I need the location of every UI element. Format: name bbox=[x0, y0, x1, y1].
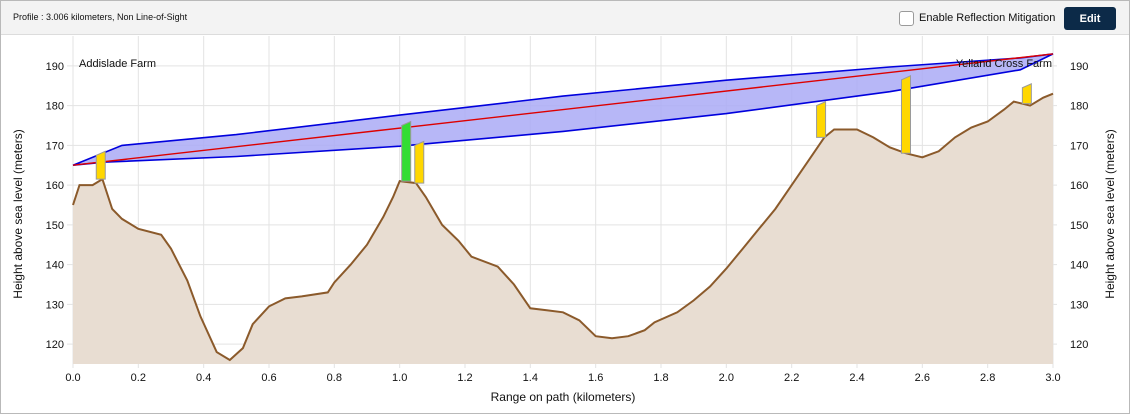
y-axis-title-right: Height above sea level (meters) bbox=[1103, 129, 1117, 298]
obstruction-bar bbox=[414, 140, 425, 184]
obstruction-layer bbox=[95, 75, 1032, 184]
y-tick-label-left: 190 bbox=[46, 61, 64, 73]
x-tick-label: 2.2 bbox=[784, 372, 799, 384]
y-tick-label-right: 130 bbox=[1070, 299, 1088, 311]
x-axis-title: Range on path (kilometers) bbox=[491, 390, 636, 404]
y-tick-label-left: 120 bbox=[46, 339, 64, 351]
obstruction-bar bbox=[901, 75, 911, 154]
obstruction-bar bbox=[95, 150, 106, 180]
y-tick-label-right: 160 bbox=[1070, 180, 1088, 192]
y-tick-label-right: 190 bbox=[1070, 61, 1088, 73]
left-site-label: Addislade Farm bbox=[79, 58, 156, 70]
y-tick-label-left: 150 bbox=[46, 220, 64, 232]
right-site-label: Yelland Cross Farm bbox=[956, 58, 1052, 70]
y-tick-label-right: 180 bbox=[1070, 101, 1088, 113]
elevation-profile-chart: 0.0 0.2 0.4 0.6 0.8 1.0 1.2 1.4 1.6 1.8 2.0 2.2 2.4 2… bbox=[11, 36, 1117, 404]
fresnel-zone-layer bbox=[72, 53, 1054, 166]
profile-title: Profile : 3.006 kilometers, Non Line-of-… bbox=[13, 12, 188, 22]
x-tick-label: 0.4 bbox=[196, 372, 211, 384]
profile-header: Profile : 3.006 kilometers, Non Line-of-… bbox=[1, 1, 1129, 35]
axes: 0.0 0.2 0.4 0.6 0.8 1.0 1.2 1.4 1.6 1.8 2.0 2.2 2.4 2… bbox=[46, 61, 1089, 384]
y-tick-label-right: 120 bbox=[1070, 339, 1088, 351]
y-axis-title-left: Height above sea level (meters) bbox=[11, 129, 25, 298]
x-tick-label: 2.4 bbox=[849, 372, 864, 384]
x-tick-label: 2.0 bbox=[719, 372, 734, 384]
x-tick-label: 3.0 bbox=[1045, 372, 1060, 384]
x-tick-label: 0.2 bbox=[131, 372, 146, 384]
edit-button[interactable]: Edit bbox=[1064, 7, 1116, 30]
terrain-line bbox=[72, 92, 1054, 362]
terrain-layer bbox=[72, 92, 1054, 364]
reflection-mitigation-toggle[interactable]: Enable Reflection Mitigation bbox=[899, 9, 1055, 27]
y-tick-label-left: 160 bbox=[46, 180, 64, 192]
x-tick-label: 1.8 bbox=[653, 372, 668, 384]
y-tick-label-left: 140 bbox=[46, 260, 64, 272]
obstruction-bar bbox=[401, 120, 412, 182]
y-tick-label-right: 170 bbox=[1070, 140, 1088, 152]
x-tick-label: 2.6 bbox=[915, 372, 930, 384]
terrain-area bbox=[73, 93, 1053, 364]
y-tick-label-left: 170 bbox=[46, 140, 64, 152]
y-tick-label-left: 130 bbox=[46, 299, 64, 311]
line-of-sight-path bbox=[72, 53, 1054, 166]
x-tick-label: 1.0 bbox=[392, 372, 407, 384]
x-tick-label: 1.4 bbox=[523, 372, 538, 384]
x-tick-label: 1.6 bbox=[588, 372, 603, 384]
obstruction-bar bbox=[1021, 82, 1032, 105]
x-tick-label: 2.8 bbox=[980, 372, 995, 384]
y-tick-label-right: 140 bbox=[1070, 260, 1088, 272]
x-tick-label: 0.6 bbox=[261, 372, 276, 384]
y-tick-label-left: 180 bbox=[46, 101, 64, 113]
reflection-mitigation-checkbox[interactable] bbox=[899, 10, 914, 26]
y-tick-label-right: 150 bbox=[1070, 220, 1088, 232]
x-tick-label: 0.8 bbox=[327, 372, 342, 384]
obstruction-bar bbox=[816, 100, 827, 138]
x-tick-label: 1.2 bbox=[457, 372, 472, 384]
x-tick-label: 0.0 bbox=[65, 372, 80, 384]
reflection-mitigation-label[interactable]: Enable Reflection Mitigation bbox=[919, 12, 1056, 24]
